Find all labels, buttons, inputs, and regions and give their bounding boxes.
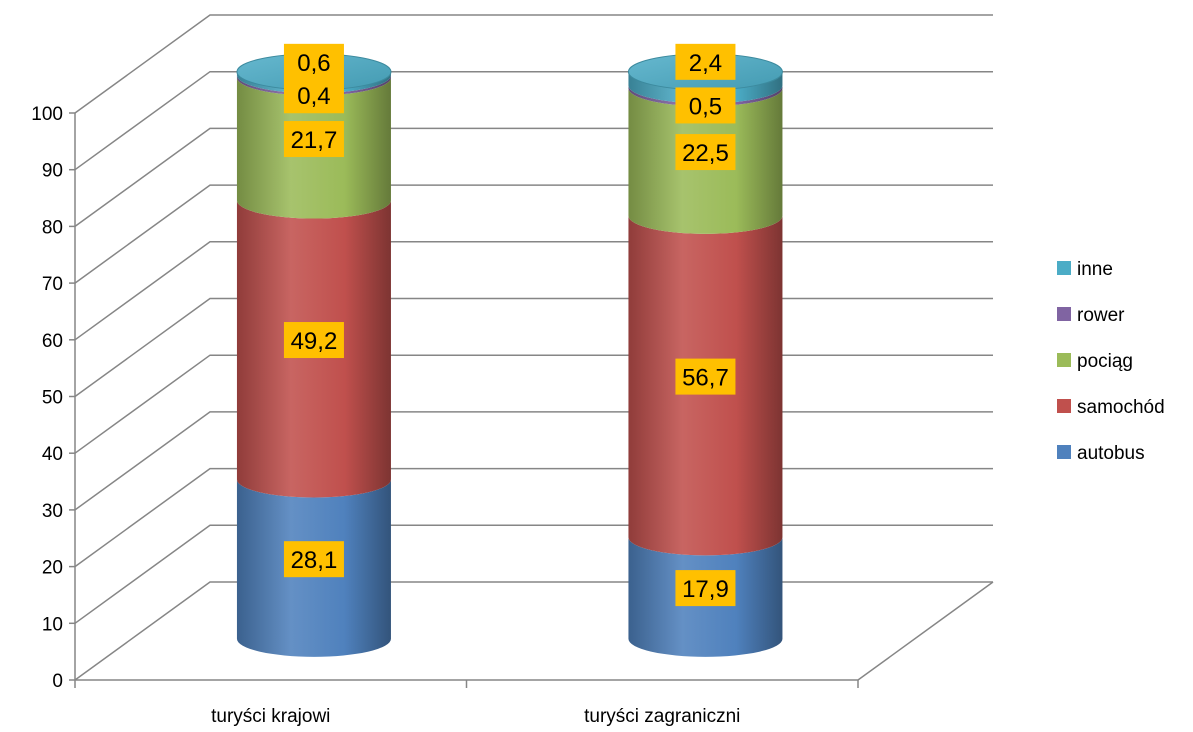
legend-item-rower: rower: [1057, 305, 1125, 326]
data-label-box: [283, 541, 344, 578]
y-tick-label: 10: [42, 614, 63, 635]
y-tick-label: 80: [42, 217, 63, 238]
data-label-box: [675, 570, 736, 607]
data-labels: 28,1 49,2 21,7 0,4 0,6 17,9 56,7 22,5 0,5 2,4: [283, 43, 736, 607]
gridline: [74, 411, 993, 511]
chart-floor: [75, 581, 994, 681]
y-tick-label: 40: [42, 444, 63, 465]
gridline: [74, 70, 993, 171]
legend-swatch: [1057, 307, 1071, 321]
gridline: [74, 467, 993, 568]
gridline: [74, 297, 993, 398]
bar-segment-inne: [628, 71, 783, 104]
legend-item-inne: inne: [1057, 259, 1113, 280]
y-tick-label: 30: [42, 501, 63, 522]
legend-item-samochód: samochód: [1057, 397, 1165, 418]
gridline: [74, 14, 993, 114]
gridline: [74, 241, 993, 341]
gridline: [74, 581, 993, 681]
y-tick-label: 60: [42, 331, 63, 352]
data-label: 21,7: [283, 121, 344, 158]
data-label-text: 0,6: [297, 50, 330, 77]
legend-label: samochód: [1077, 397, 1165, 418]
x-category-label: turyści zagraniczni: [584, 706, 740, 727]
legend-swatch: [1057, 353, 1071, 367]
data-label-text: 22,5: [682, 140, 729, 167]
data-label-box: [283, 43, 344, 80]
y-tick-label: 90: [42, 161, 63, 182]
data-label-box: [283, 77, 344, 114]
data-label-box: [675, 358, 736, 395]
data-label: 28,1: [283, 541, 344, 578]
legend-label: pociąg: [1077, 351, 1133, 372]
chart-walls: [75, 581, 994, 681]
legend-swatch: [1057, 445, 1071, 459]
data-label-text: 0,5: [689, 93, 722, 120]
legend-item-pociąg: pociąg: [1057, 351, 1133, 372]
data-label: 22,5: [675, 134, 736, 171]
data-label-box: [283, 121, 344, 158]
data-label-text: 28,1: [291, 547, 338, 574]
data-label-box: [675, 87, 736, 124]
x-category-label: turyści krajowi: [211, 706, 330, 727]
data-label-box: [675, 43, 736, 80]
gridline: [74, 524, 993, 624]
legend-swatch: [1057, 261, 1071, 275]
data-label: 0,4: [283, 77, 344, 114]
legend-label: autobus: [1077, 443, 1145, 464]
data-label: 17,9: [675, 570, 736, 607]
data-label-text: 2,4: [689, 50, 722, 77]
data-label-text: 17,9: [682, 576, 729, 603]
y-tick-label: 100: [31, 104, 63, 125]
data-label-box: [283, 322, 344, 359]
data-label: 2,4: [675, 43, 736, 80]
legend: inne rower pociąg samochód autobus: [1057, 259, 1165, 464]
data-label-box: [675, 134, 736, 171]
legend-swatch: [1057, 399, 1071, 413]
y-tick-label: 50: [42, 388, 63, 409]
y-tick-label: 20: [42, 558, 63, 579]
data-label: 0,5: [675, 87, 736, 124]
legend-label: rower: [1077, 305, 1125, 326]
axes: 0 10 20 30 40 50 60 70 80 90 100 turyści krajowi tur…: [31, 104, 859, 727]
data-label-text: 56,7: [682, 365, 729, 392]
gridline: [74, 354, 993, 454]
data-label-text: 49,2: [291, 328, 338, 355]
data-label-text: 21,7: [291, 127, 338, 154]
y-tick-label: 0: [52, 671, 63, 692]
legend-item-autobus: autobus: [1057, 443, 1145, 464]
gridlines: [74, 14, 993, 681]
legend-label: inne: [1077, 259, 1113, 280]
data-label-text: 0,4: [297, 83, 330, 110]
gridline: [74, 184, 993, 284]
gridline: [74, 127, 993, 228]
bar-segment-rower: [628, 85, 783, 107]
data-label: 56,7: [675, 358, 736, 395]
data-label: 49,2: [283, 322, 344, 359]
data-label: 0,6: [283, 43, 344, 80]
y-tick-label: 70: [42, 274, 63, 295]
